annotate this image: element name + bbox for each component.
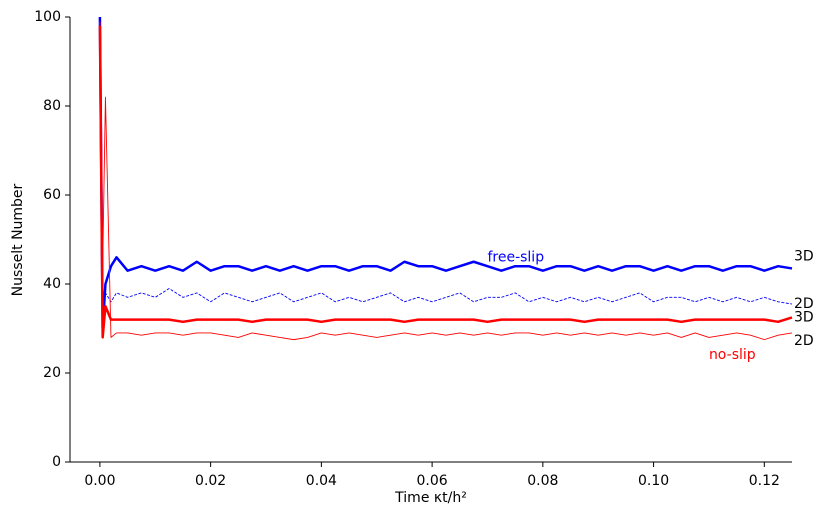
y-tick-label: 0 (52, 454, 61, 470)
series-line (98, 16, 793, 330)
series-line (99, 21, 793, 341)
x-tick-label: 0.12 (749, 473, 780, 489)
x-tick-label: 0.08 (527, 473, 558, 489)
series-line (99, 16, 793, 329)
series-label: 3D (794, 248, 813, 264)
x-tick-label: 0.02 (195, 473, 226, 489)
y-tick-label: 20 (43, 365, 61, 381)
x-axis-label: Time κt/h² (394, 490, 467, 506)
annotation: no-slip (709, 347, 756, 363)
y-tick-label: 80 (43, 98, 61, 114)
x-tick-label: 0.10 (638, 473, 669, 489)
y-axis-label: Nusselt Number (10, 183, 26, 296)
x-tick-label: 0.06 (417, 473, 448, 489)
y-tick-label: 100 (34, 9, 61, 25)
x-tick-label: 0.00 (84, 473, 115, 489)
series-label: 2D (794, 333, 813, 349)
y-tick-label: 40 (43, 276, 61, 292)
annotation: free-slip (487, 249, 544, 265)
series-line (98, 25, 793, 339)
series-label: 2D (794, 296, 813, 312)
y-tick-label: 60 (43, 187, 61, 203)
series-label: 3D (794, 309, 813, 325)
x-tick-label: 0.04 (306, 473, 337, 489)
